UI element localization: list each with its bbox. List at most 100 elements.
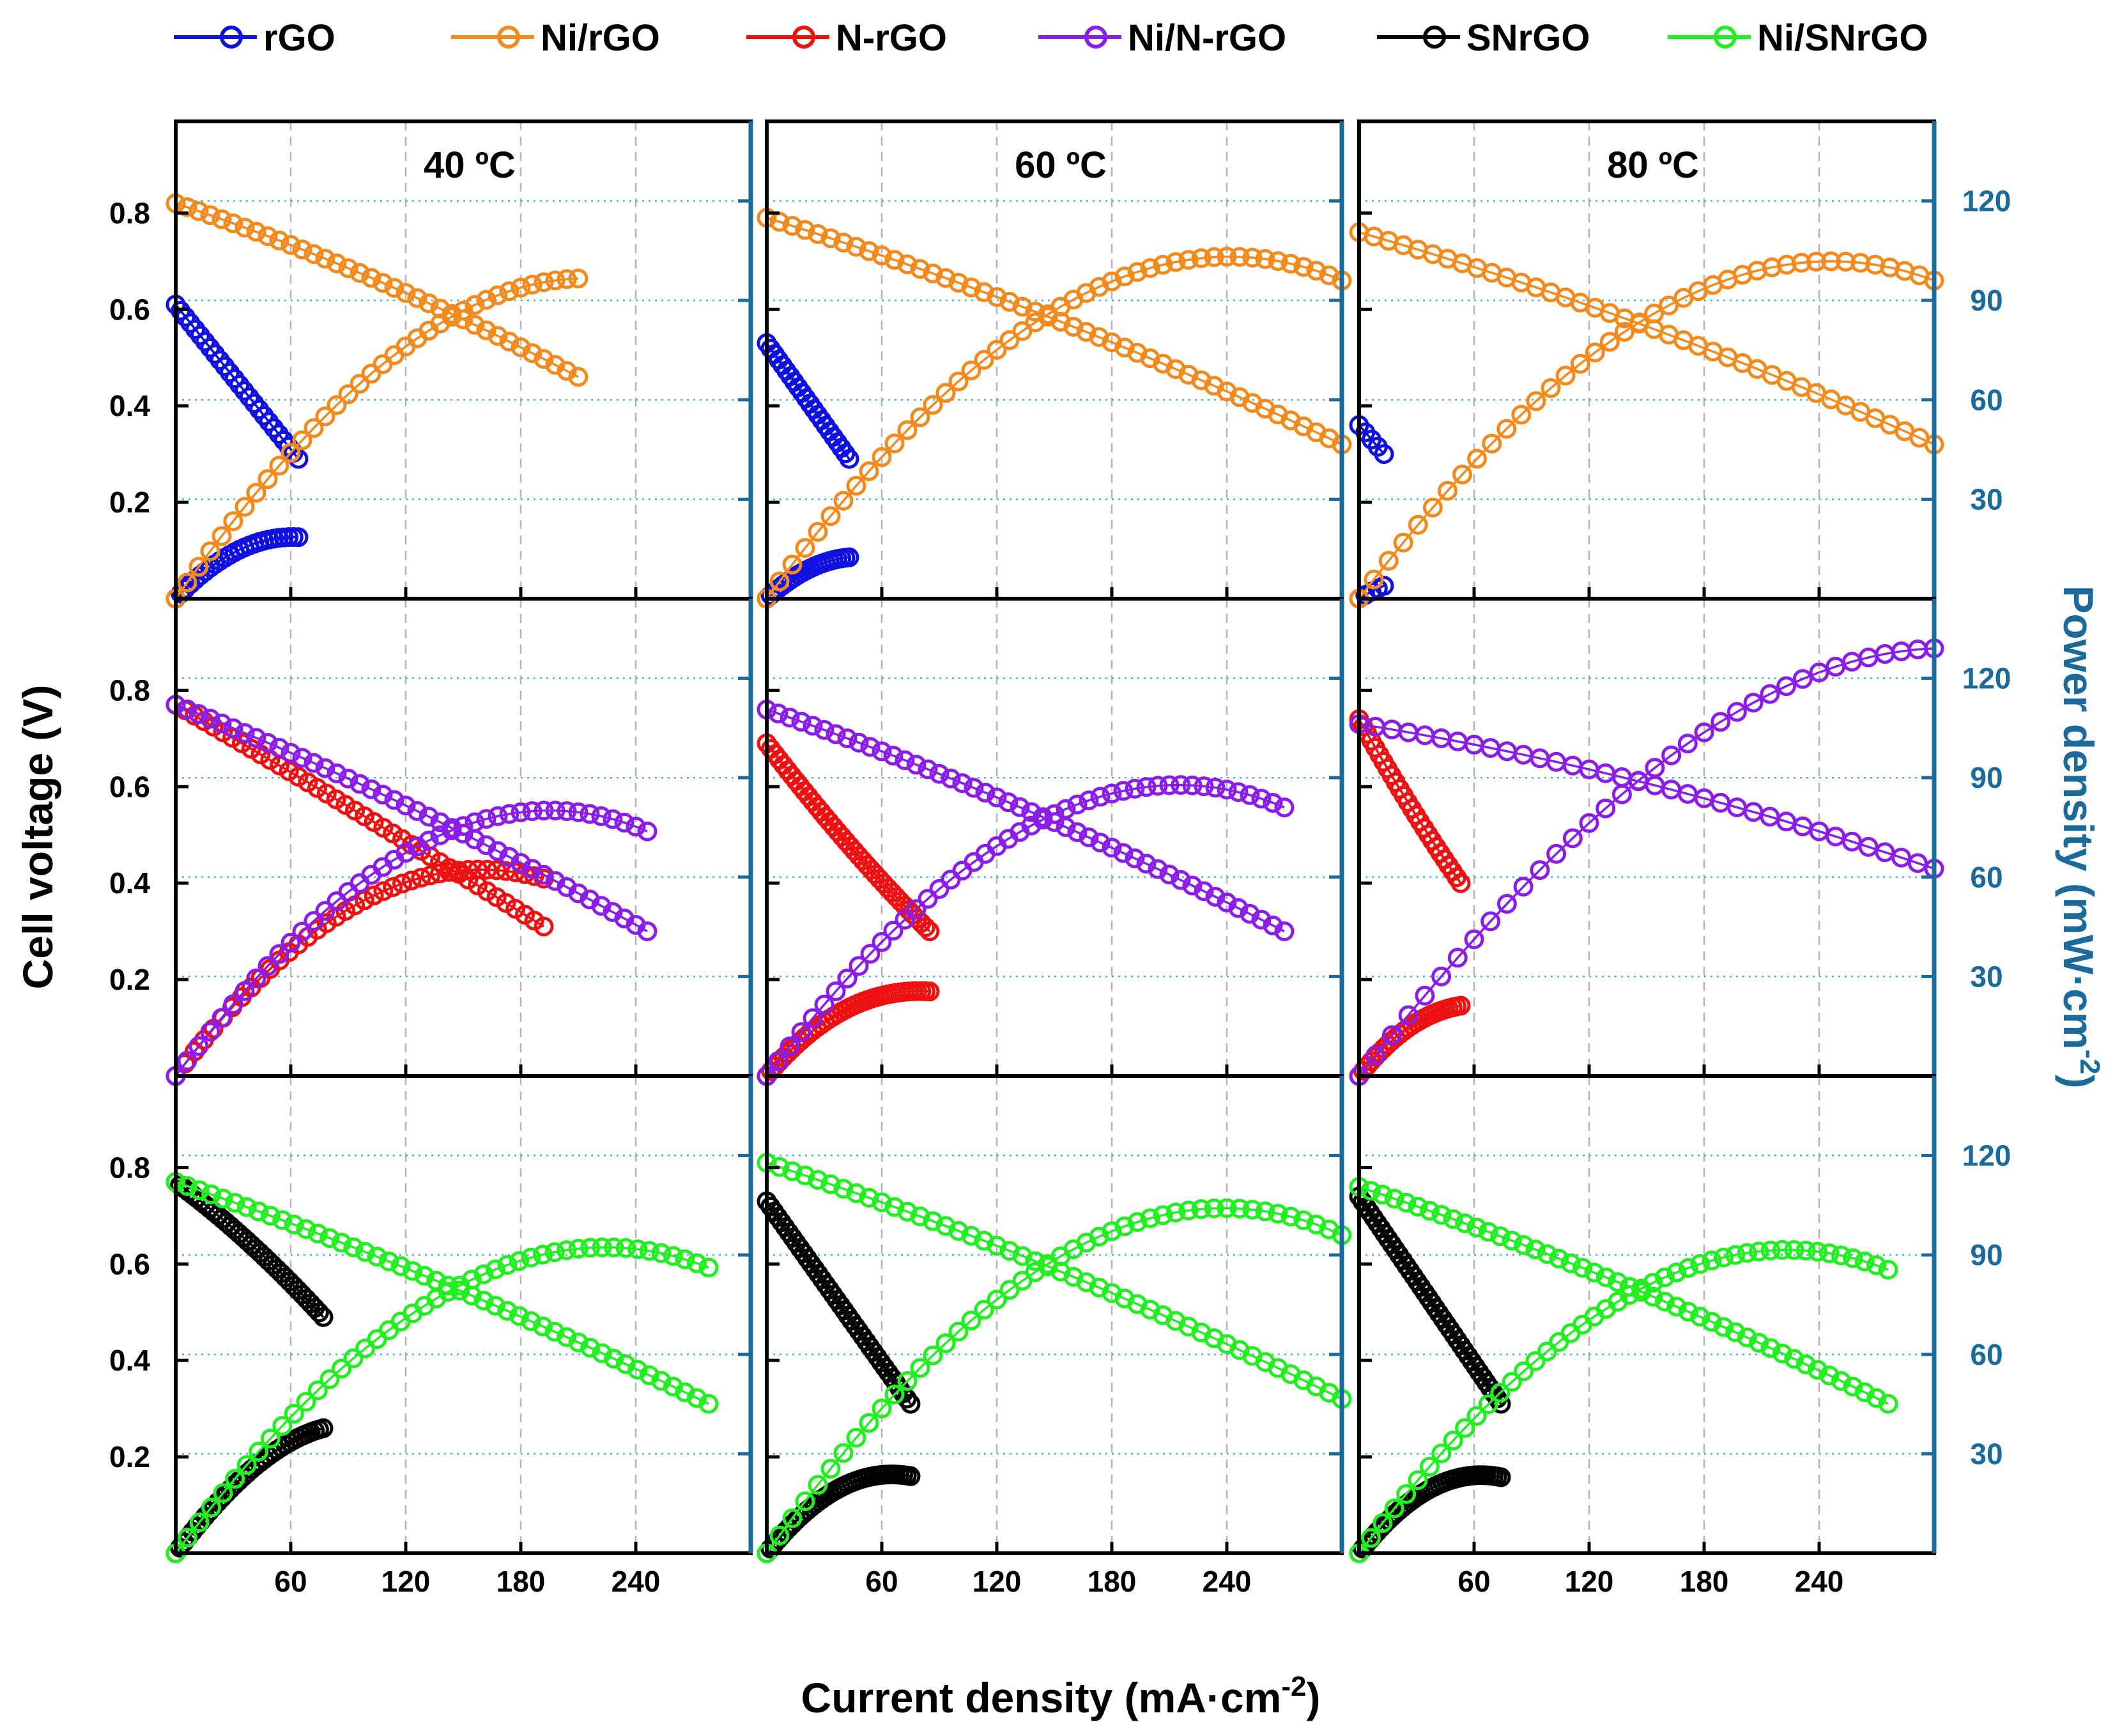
x-tick-label: 60 — [274, 1565, 307, 1598]
power-point — [1306, 1215, 1327, 1234]
voltage-point — [211, 209, 232, 229]
voltage-point — [849, 732, 869, 753]
power-point — [1165, 252, 1186, 272]
voltage-point — [651, 1371, 672, 1391]
power-point — [918, 889, 938, 909]
voltage-point — [511, 337, 531, 358]
power-point — [1514, 1361, 1534, 1381]
power-point — [392, 873, 412, 894]
series-ni-snrgo — [757, 1153, 1352, 1563]
voltage-point — [900, 1394, 921, 1414]
power-point — [281, 443, 301, 463]
voltage-point — [1749, 1333, 1769, 1353]
power-point — [486, 860, 507, 880]
power-point — [808, 521, 828, 542]
voltage-point — [260, 1206, 281, 1226]
voltage-point — [826, 724, 846, 744]
voltage-point — [1228, 898, 1249, 918]
x-tick-label: 240 — [611, 1565, 661, 1598]
voltage-point — [473, 1291, 494, 1311]
voltage-point — [859, 1188, 879, 1208]
voltage-point — [820, 1174, 841, 1194]
legend-item-rgo: rGO — [174, 17, 335, 59]
power-point — [961, 1310, 981, 1331]
power-point — [355, 1339, 375, 1358]
power-point — [465, 812, 485, 833]
power-point — [1579, 813, 1599, 833]
power-point — [1480, 911, 1501, 932]
power-point — [1242, 1199, 1263, 1220]
power-point — [499, 281, 519, 302]
voltage-point — [1843, 1376, 1863, 1397]
voltage-point — [859, 241, 879, 261]
power-point — [496, 861, 516, 881]
power-point — [1205, 778, 1226, 798]
voltage-curve-line — [175, 703, 648, 933]
power-point — [1737, 1243, 1757, 1263]
y-tick-label: 0.4 — [109, 1344, 150, 1377]
voltage-point — [1079, 827, 1099, 848]
voltage-point — [1737, 1327, 1757, 1348]
legend-label: Ni/N-rGO — [1128, 17, 1286, 59]
power-point — [1546, 843, 1567, 864]
power-point — [1643, 1273, 1663, 1293]
power-point — [1153, 1205, 1173, 1225]
voltage-point — [808, 1170, 828, 1190]
voltage-point — [343, 1237, 364, 1257]
power-point — [846, 475, 866, 496]
power-point — [1443, 1431, 1463, 1451]
power-point — [999, 1280, 1020, 1300]
y2-axis-title-sup: -2 — [2074, 1050, 2105, 1075]
power-point — [1419, 1456, 1440, 1477]
power-point — [1381, 1025, 1402, 1045]
power-point — [768, 1051, 788, 1072]
voltage-point — [814, 719, 834, 740]
voltage-point — [961, 1225, 981, 1246]
voltage-curve-line — [1358, 1185, 1889, 1405]
power-point — [1854, 1251, 1875, 1271]
voltage-point — [544, 1321, 565, 1342]
power-point — [948, 1321, 969, 1342]
power-point — [499, 804, 519, 824]
power-point — [1415, 985, 1435, 1006]
voltage-point — [188, 201, 209, 221]
voltage-point — [999, 291, 1020, 312]
power-point — [1090, 787, 1111, 807]
power-point — [1502, 1372, 1522, 1392]
power-point — [568, 268, 588, 289]
power-point — [1654, 1267, 1675, 1287]
power-point — [177, 572, 197, 593]
power-point — [592, 1237, 612, 1257]
power-point — [188, 557, 209, 577]
legend-marker — [1714, 26, 1737, 49]
power-point — [453, 816, 473, 836]
voltage-point — [568, 1332, 588, 1353]
power-point — [1408, 514, 1428, 535]
power-point — [987, 340, 1007, 360]
voltage-point — [521, 1311, 541, 1332]
voltage-point — [373, 785, 393, 805]
power-point — [1496, 894, 1517, 914]
voltage-point — [1608, 1272, 1628, 1293]
voltage-point — [396, 283, 416, 303]
x-tick-label: 180 — [1680, 1565, 1729, 1598]
voltage-point — [1878, 1394, 1898, 1414]
power-point — [307, 1380, 328, 1401]
voltage-point — [189, 1180, 210, 1201]
voltage-point — [258, 733, 278, 753]
power-point — [509, 1251, 529, 1271]
power-point — [488, 806, 508, 826]
y-tick-label: 0.8 — [109, 196, 150, 229]
voltage-point — [453, 824, 473, 844]
power-point — [906, 899, 927, 919]
voltage-point — [307, 1224, 328, 1244]
power-point — [557, 801, 577, 821]
power-point — [511, 277, 531, 298]
y-tick-label: 0.2 — [109, 963, 150, 996]
power-point — [897, 1371, 918, 1391]
voltage-point — [367, 1247, 387, 1267]
voltage-point — [396, 795, 416, 816]
power-point — [1644, 303, 1664, 324]
voltage-point — [698, 1394, 719, 1414]
power-point — [1713, 1247, 1734, 1268]
